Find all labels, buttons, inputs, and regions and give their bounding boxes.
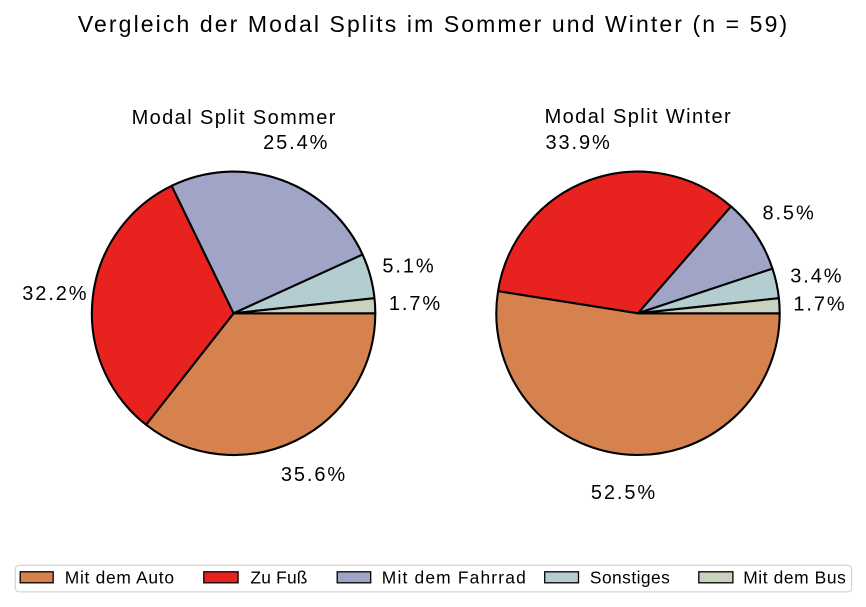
svg-text:3.4%: 3.4%	[790, 266, 843, 288]
svg-text:Vergleich der Modal Splits im: Vergleich der Modal Splits im Sommer und…	[78, 11, 789, 37]
svg-text:1.7%: 1.7%	[793, 293, 846, 315]
svg-text:Modal Split Winter: Modal Split Winter	[545, 106, 732, 128]
svg-text:33.9%: 33.9%	[545, 132, 611, 154]
svg-text:1.7%: 1.7%	[389, 293, 442, 315]
svg-text:Zu Fuß: Zu Fuß	[250, 567, 307, 587]
svg-text:8.5%: 8.5%	[762, 202, 815, 224]
svg-text:Mit dem Bus: Mit dem Bus	[743, 567, 846, 587]
svg-text:52.5%: 52.5%	[591, 482, 657, 504]
svg-text:32.2%: 32.2%	[22, 283, 88, 305]
svg-text:5.1%: 5.1%	[382, 256, 435, 278]
svg-text:35.6%: 35.6%	[281, 464, 347, 486]
svg-text:Mit dem Fahrrad: Mit dem Fahrrad	[382, 567, 527, 587]
svg-text:Sonstiges: Sonstiges	[590, 567, 670, 587]
svg-text:25.4%: 25.4%	[263, 132, 329, 154]
svg-text:Mit dem Auto: Mit dem Auto	[65, 567, 175, 587]
svg-text:Modal Split Sommer: Modal Split Sommer	[132, 107, 337, 129]
